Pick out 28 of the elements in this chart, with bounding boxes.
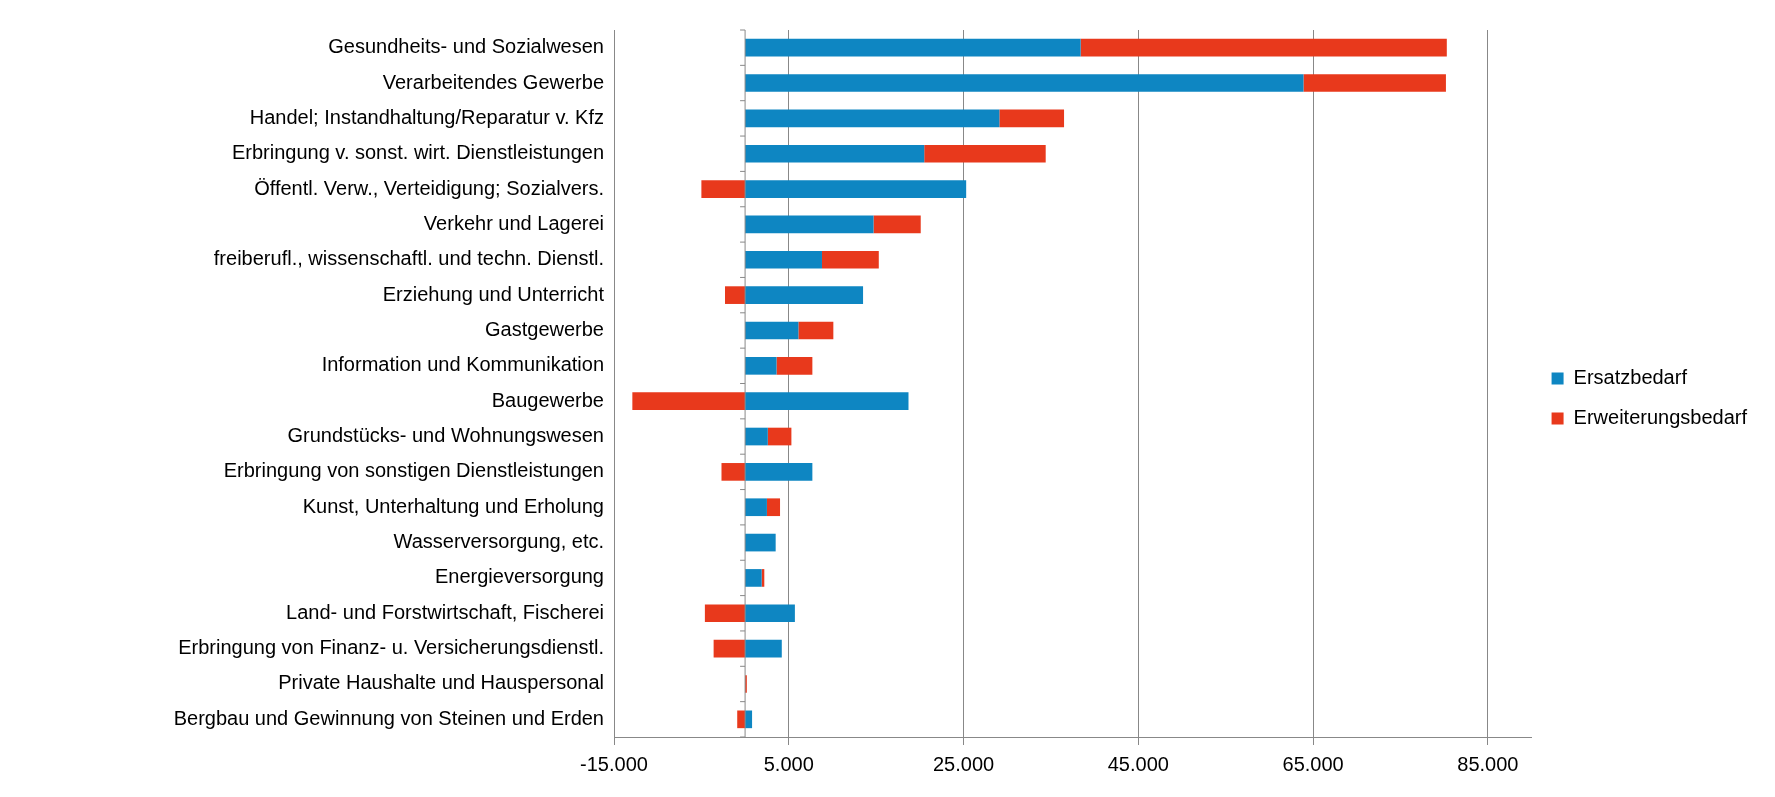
y-tick-label: Kunst, Unterhaltung und Erholung	[302, 494, 604, 517]
y-tick-label: Handel; Instandhaltung/Reparatur v. Kfz	[249, 105, 604, 128]
y-tick-label: Verkehr und Lagerei	[423, 211, 604, 234]
x-tick-label: 65.000	[1282, 752, 1344, 775]
legend-label: Ersatzbedarf	[1573, 366, 1688, 389]
x-tick-label: 85.000	[1457, 752, 1519, 775]
legend-label: Erweiterungsbedarf	[1573, 406, 1748, 429]
y-tick-label: Gesundheits- und Sozialwesen	[328, 35, 604, 58]
y-tick-label: Verarbeitendes Gewerbe	[382, 70, 604, 93]
y-tick-label: Gastgewerbe	[485, 317, 604, 340]
y-tick-label: Erbringung von Finanz- u. Versicherungsdienstl.	[178, 636, 604, 659]
x-tick-label: 25.000	[932, 752, 995, 775]
y-tick-label: Bergbau und Gewinnung von Steinen und Erden	[173, 706, 604, 729]
y-tick-label: Land- und Forstwirtschaft, Fischerei	[286, 600, 604, 623]
x-tick-label: 5.000	[763, 752, 814, 775]
y-tick-label: Energieversorgung	[435, 565, 604, 588]
y-tick-label: freiberufl., wissenschaftl. und techn. Dienstl.	[213, 247, 604, 270]
y-tick-label: Baugewerbe	[491, 388, 604, 411]
y-tick-label: Information und Kommunikation	[321, 353, 604, 376]
y-tick-label: Erbringung von sonstigen Dienstleistungen	[223, 459, 604, 482]
y-tick-label: Erziehung und Unterricht	[382, 282, 605, 305]
y-tick-label: Öffentl. Verw., Verteidigung; Sozialvers.	[254, 176, 604, 199]
y-tick-label: Erbringung v. sonst. wirt. Dienstleistungen	[231, 141, 604, 164]
y-tick-label: Private Haushalte und Hauspersonal	[278, 671, 604, 694]
y-tick-label: Grundstücks- und Wohnungswesen	[287, 424, 604, 447]
x-tick-label: -15.000	[580, 752, 648, 775]
x-tick-label: 45.000	[1107, 752, 1169, 775]
y-tick-label: Wasserversorgung, etc.	[393, 530, 604, 553]
